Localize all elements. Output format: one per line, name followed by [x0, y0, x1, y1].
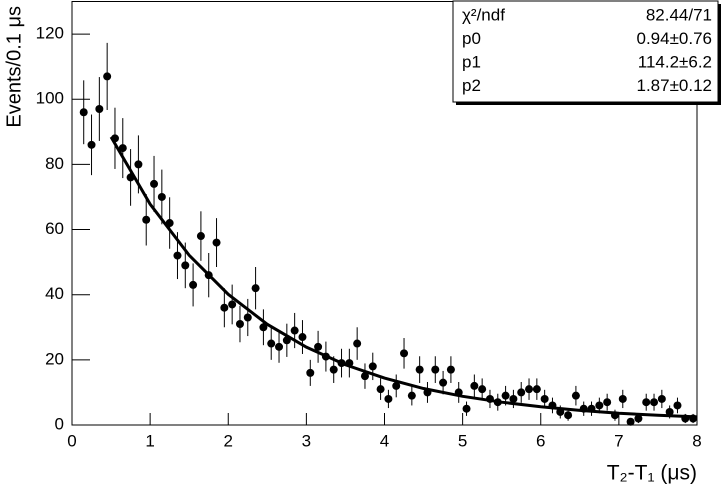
data-point: [118, 144, 127, 153]
data-point: [95, 105, 104, 114]
data-point: [509, 394, 518, 403]
data-point: [642, 398, 651, 407]
data-point: [470, 381, 479, 390]
data-point: [657, 394, 666, 403]
fit-curve: [109, 136, 698, 419]
stats-box: [452, 0, 719, 103]
data-point: [251, 284, 260, 293]
data-point: [478, 385, 487, 394]
data-point: [603, 398, 612, 407]
y-tick-label: 0: [55, 414, 64, 433]
data-point: [571, 391, 580, 400]
data-point: [392, 381, 401, 390]
x-tick-label: 3: [302, 431, 311, 450]
data-point: [368, 362, 377, 371]
data-point: [517, 388, 526, 397]
y-tick-label: 40: [45, 284, 64, 303]
data-point: [376, 385, 385, 394]
data-point: [329, 365, 338, 374]
x-tick-label: 8: [692, 431, 701, 450]
data-point: [267, 339, 276, 348]
data-point: [298, 333, 307, 342]
data-point: [196, 232, 205, 241]
data-point: [220, 303, 229, 312]
data-point: [142, 215, 151, 224]
data-point: [360, 372, 369, 381]
x-tick-label: 2: [224, 431, 233, 450]
x-axis-title: T₂-T₁ (μs): [607, 462, 697, 485]
data-point: [103, 72, 112, 81]
data-point: [540, 394, 549, 403]
data-point: [618, 394, 627, 403]
data-point: [212, 238, 221, 247]
stats-label: χ²/ndf: [462, 5, 505, 24]
stats-value: 0.94±0.76: [636, 29, 712, 48]
data-point: [650, 398, 659, 407]
data-point: [525, 385, 534, 394]
y-tick-label: 60: [45, 219, 64, 238]
data-point: [595, 401, 604, 410]
data-point: [228, 300, 237, 309]
data-point: [181, 261, 190, 270]
data-point: [314, 342, 323, 351]
y-tick-label: 100: [36, 89, 64, 108]
data-point: [532, 385, 541, 394]
data-point: [501, 391, 510, 400]
data-point: [79, 108, 88, 117]
data-point: [384, 394, 393, 403]
x-tick-label: 7: [614, 431, 623, 450]
x-tick-label: 4: [380, 431, 389, 450]
data-point: [353, 339, 362, 348]
data-point: [87, 140, 96, 149]
data-point: [439, 378, 448, 387]
stats-label: p1: [462, 52, 481, 71]
stats-label: p2: [462, 76, 481, 95]
data-point: [673, 401, 682, 410]
data-point: [665, 407, 674, 416]
data-point: [243, 313, 252, 322]
y-tick-label: 120: [36, 24, 64, 43]
x-tick-label: 0: [67, 431, 76, 450]
x-tick-label: 1: [145, 431, 154, 450]
y-tick-label: 20: [45, 349, 64, 368]
data-point: [173, 251, 182, 260]
data-point: [431, 365, 440, 374]
data-point: [564, 411, 573, 420]
data-point: [134, 160, 143, 169]
y-tick-label: 80: [45, 154, 64, 173]
data-point: [415, 365, 424, 374]
x-tick-label: 6: [536, 431, 545, 450]
stats-value: 82.44/71: [646, 5, 712, 24]
stats-value: 1.87±0.12: [636, 76, 712, 95]
data-point: [290, 326, 299, 335]
data-point: [446, 365, 455, 374]
stats-label: p0: [462, 29, 481, 48]
data-point: [306, 368, 315, 377]
data-point: [634, 414, 643, 423]
data-point: [157, 192, 166, 201]
data-point: [462, 404, 471, 413]
data-point: [150, 179, 159, 188]
y-axis-title: Events/0.1 μs: [3, 6, 25, 128]
data-point: [275, 342, 284, 351]
data-point: [235, 320, 244, 329]
data-point: [259, 323, 268, 332]
data-point: [400, 349, 409, 358]
data-point: [407, 391, 416, 400]
data-point: [189, 280, 198, 289]
x-tick-label: 5: [458, 431, 467, 450]
data-point: [626, 417, 635, 426]
stats-value: 114.2±6.2: [638, 52, 712, 71]
